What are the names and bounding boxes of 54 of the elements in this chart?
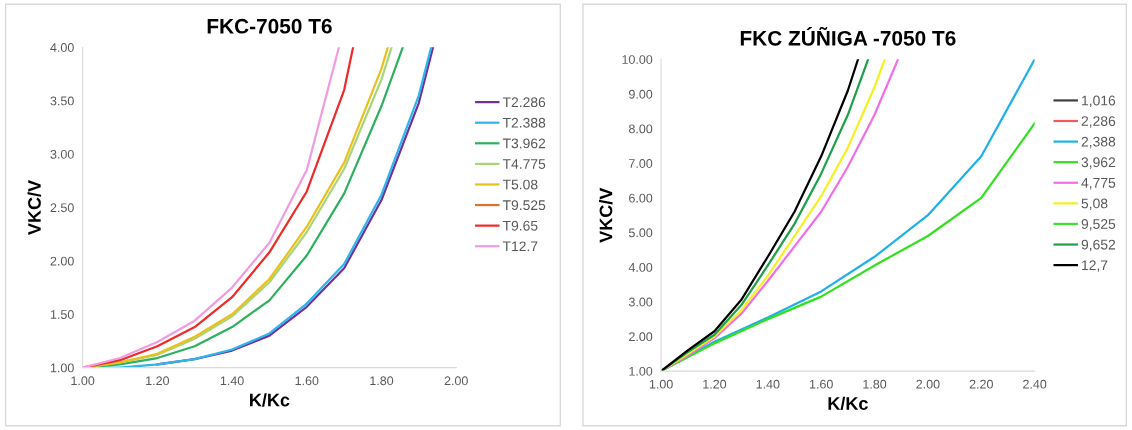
x-tick-label: 1.80 bbox=[370, 376, 394, 386]
x-tick-label: 1.60 bbox=[295, 376, 319, 386]
x-tick-label: 2.40 bbox=[1023, 379, 1047, 389]
chart-title: FKC ZÚÑIGA -7050 T6 bbox=[740, 26, 956, 46]
legend-label: 5,08 bbox=[1081, 198, 1108, 210]
x-tick-label: 2.20 bbox=[969, 379, 993, 389]
x-tick-label: 1.00 bbox=[71, 376, 95, 386]
x-tick-label: 1.40 bbox=[220, 376, 244, 386]
y-tick-label: 9.00 bbox=[629, 89, 653, 99]
legend-label: 12,7 bbox=[1082, 260, 1108, 272]
x-tick-label: 2.00 bbox=[916, 379, 940, 389]
y-tick-label: 4.00 bbox=[50, 43, 74, 52]
legend-label: 9,652 bbox=[1081, 239, 1116, 252]
legend-label: 1,016 bbox=[1082, 95, 1116, 108]
y-axis-title: VKC/V bbox=[599, 187, 613, 243]
y-tick-label: 3.00 bbox=[628, 297, 653, 307]
x-tick-label: 1.20 bbox=[703, 379, 727, 389]
x-axis-title: K/Kc bbox=[828, 396, 868, 411]
legend-label: 9,525 bbox=[1081, 219, 1116, 231]
legend-label: T4.775 bbox=[502, 159, 546, 169]
y-tick-label: 5.00 bbox=[628, 228, 653, 238]
legend-label: 3,962 bbox=[1081, 157, 1116, 169]
legend-label: 4,775 bbox=[1081, 178, 1116, 190]
legend-label: 2,388 bbox=[1081, 136, 1116, 149]
x-tick-label: 1.20 bbox=[146, 376, 170, 386]
legend-label: T12.7 bbox=[502, 241, 538, 252]
legend-label: T2.286 bbox=[502, 97, 546, 108]
y-tick-label: 2.50 bbox=[50, 203, 74, 213]
y-tick-label: 4.00 bbox=[628, 262, 653, 272]
x-tick-label: 1.60 bbox=[809, 379, 833, 389]
y-tick-label: 1.00 bbox=[629, 366, 653, 376]
y-tick-label: 2.00 bbox=[629, 332, 653, 342]
x-tick-label: 1.00 bbox=[649, 379, 673, 389]
chart-title: FKC-7050 T6 bbox=[207, 18, 332, 34]
y-tick-label: 2.00 bbox=[50, 256, 74, 266]
x-tick-label: 1.40 bbox=[756, 379, 780, 389]
legend-label: T3.962 bbox=[502, 138, 546, 149]
legend-label: T9.525 bbox=[502, 200, 546, 211]
y-tick-label: 7.00 bbox=[629, 159, 653, 168]
x-axis-title: K/Kc bbox=[250, 393, 290, 407]
legend-label: T2.388 bbox=[502, 117, 546, 128]
y-tick-label: 1.50 bbox=[50, 310, 74, 319]
y-axis-title: VKC/V bbox=[27, 180, 42, 235]
legend-label: T5.08 bbox=[502, 179, 538, 190]
y-tick-label: 6.00 bbox=[629, 193, 653, 203]
y-tick-label: 8.00 bbox=[628, 124, 653, 134]
x-tick-label: 2.00 bbox=[444, 376, 468, 386]
y-tick-label: 1.00 bbox=[50, 363, 74, 373]
x-tick-label: 1.80 bbox=[863, 379, 887, 389]
y-tick-label: 10.00 bbox=[622, 55, 653, 64]
y-tick-label: 3.50 bbox=[50, 96, 74, 106]
legend-label: 2,286 bbox=[1081, 116, 1116, 128]
legend-label: T9.65 bbox=[502, 220, 538, 231]
y-tick-label: 3.00 bbox=[50, 149, 74, 159]
